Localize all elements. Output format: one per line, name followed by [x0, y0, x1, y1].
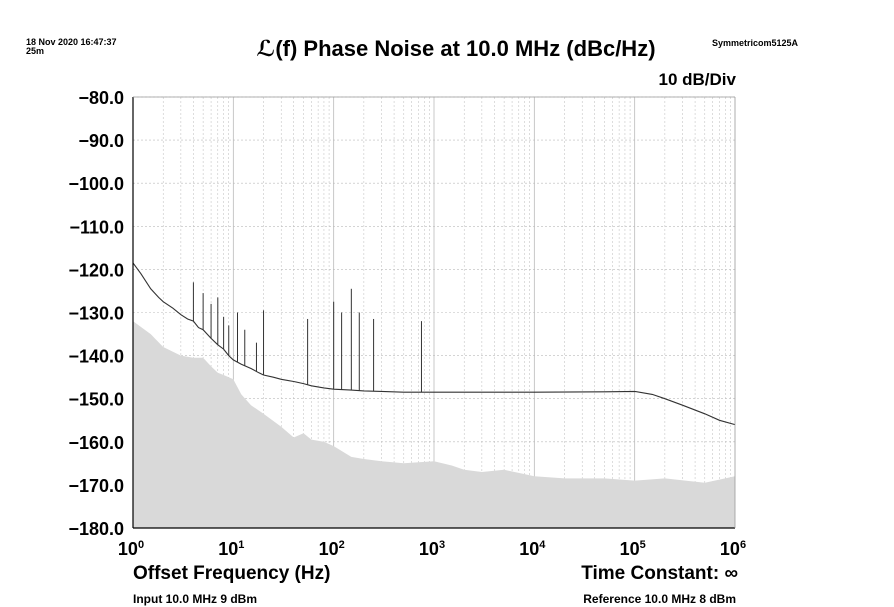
- x-tick-label: 102: [319, 539, 345, 559]
- x-tick-label: 106: [720, 539, 746, 559]
- scale-label: 10 dB/Div: [658, 70, 736, 89]
- x-tick-label: 101: [218, 539, 244, 559]
- y-tick-label: −110.0: [69, 217, 124, 237]
- phase-noise-trace: [132, 262, 736, 426]
- chart-title: ℒ(f) Phase Noise at 10.0 MHz (dBc/Hz): [256, 36, 656, 61]
- y-tick-label: −80.0: [78, 88, 124, 108]
- time-constant-label: Time Constant: ∞: [581, 563, 738, 584]
- y-tick-label: −160.0: [68, 433, 124, 453]
- y-tick-label: −140.0: [68, 347, 124, 367]
- noise-floor-area: [133, 321, 735, 528]
- y-tick-label: −150.0: [68, 390, 124, 410]
- timestamp-duration: 25m: [26, 46, 45, 56]
- y-tick-label: −100.0: [68, 174, 124, 194]
- x-axis-label: Offset Frequency (Hz): [133, 563, 331, 584]
- noise-floor-layer: [133, 321, 735, 528]
- y-tick-labels: −80.0 −90.0 −100.0 −110.0 −120.0 −130.0 −140.0…: [68, 88, 124, 539]
- input-info: Input 10.0 MHz 9 dBm: [133, 592, 258, 606]
- x-tick-label: 105: [620, 539, 646, 559]
- y-tick-label: −130.0: [68, 304, 124, 324]
- reference-info: Reference 10.0 MHz 8 dBm: [583, 592, 736, 606]
- timestamp: 18 Nov 2020 16:47:37 25m: [26, 38, 117, 56]
- trace-layer: [132, 262, 736, 426]
- y-tick-label: −120.0: [68, 260, 124, 280]
- y-tick-label: −90.0: [78, 131, 124, 151]
- y-tick-label: −170.0: [68, 476, 124, 496]
- x-tick-labels: 100 101 102 103 104 105 106: [118, 539, 746, 559]
- x-tick-label: 100: [118, 539, 144, 559]
- timestamp-date: 18 Nov 2020 16:47:37: [26, 37, 117, 47]
- instrument-name: Symmetricom5125A: [712, 38, 799, 48]
- plot-frame: [132, 96, 736, 529]
- x-tick-label: 104: [519, 539, 546, 559]
- y-tick-label: −180.0: [68, 519, 124, 539]
- x-tick-label: 103: [419, 539, 445, 559]
